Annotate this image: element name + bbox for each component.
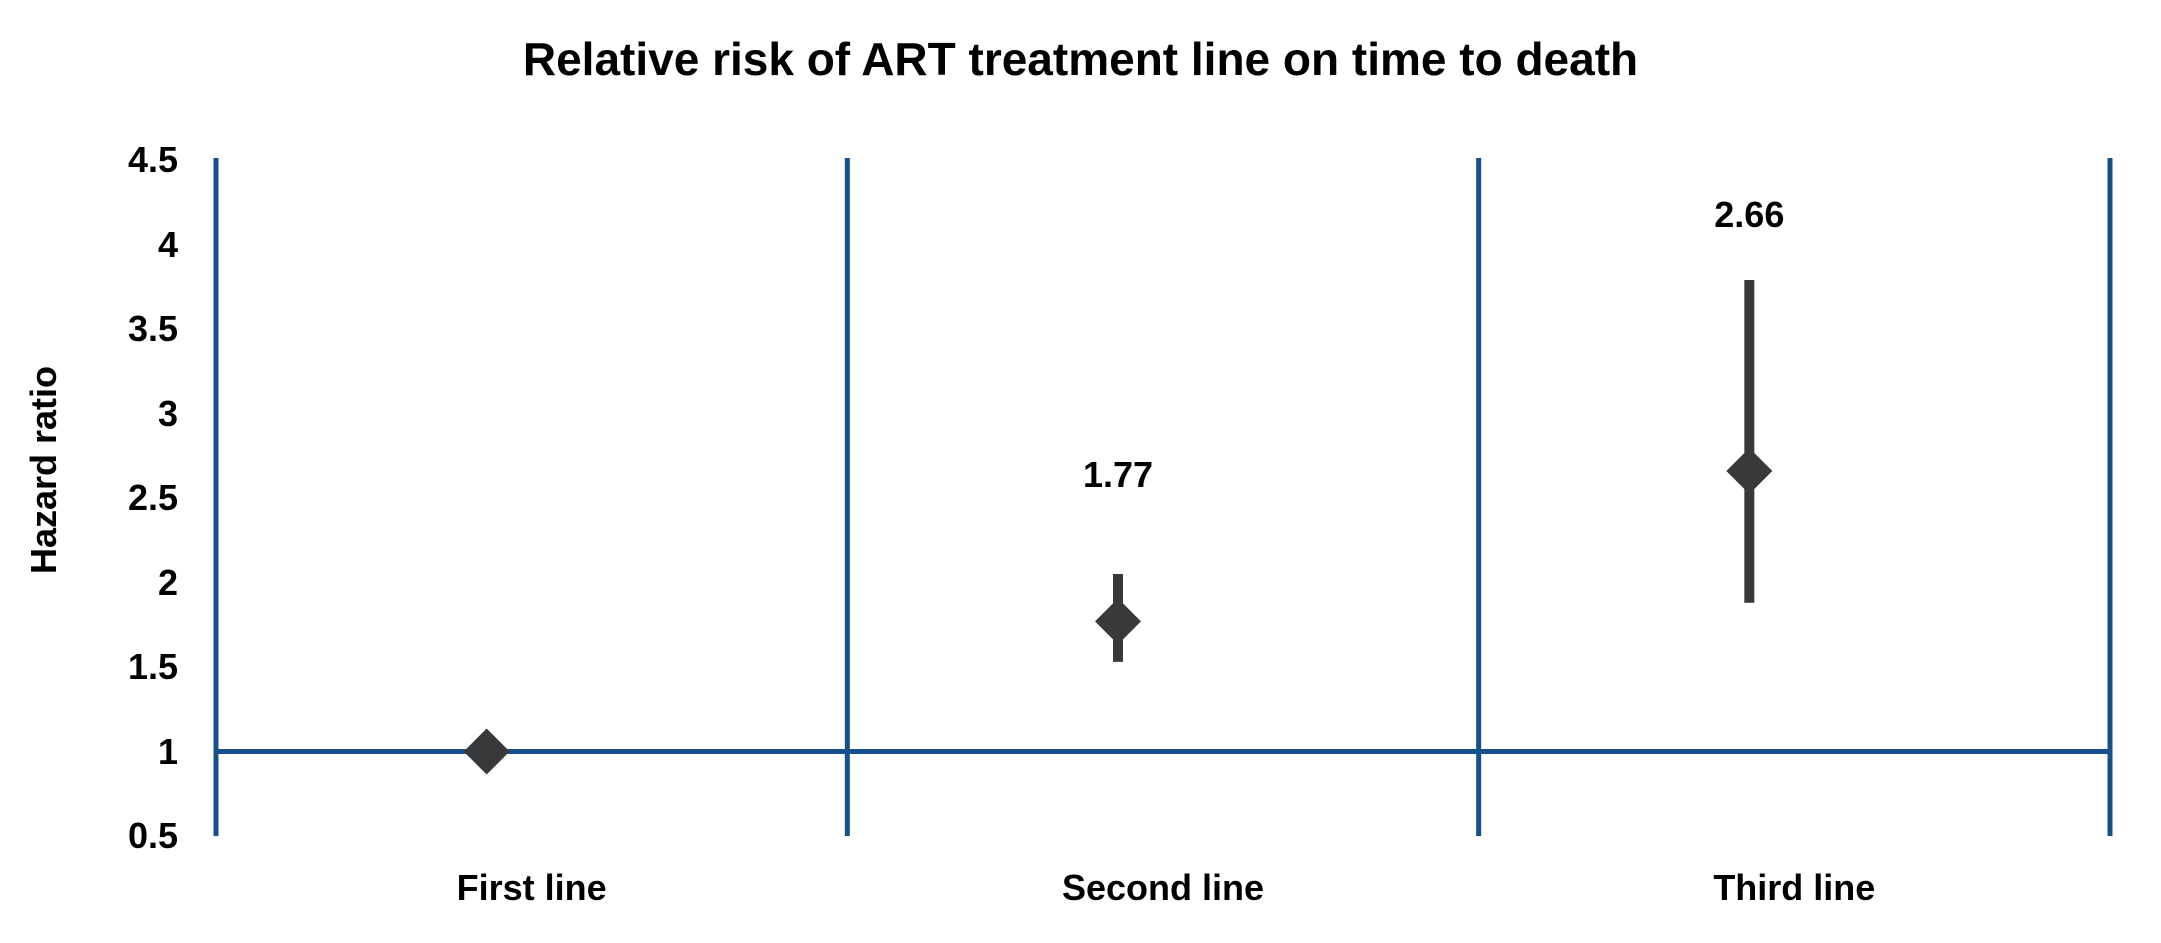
y-tick-label: 2 [157, 561, 178, 603]
category-label: First line [456, 867, 607, 908]
y-tick-label: 2.5 [127, 477, 178, 518]
y-tick-label: 1.5 [127, 646, 178, 687]
data-label: 1.77 [1082, 454, 1154, 495]
hr-marker-diamond [1095, 598, 1141, 645]
data-label: 2.66 [1714, 194, 1785, 235]
category-label: Third line [1713, 867, 1876, 908]
y-tick-label: 3.5 [127, 308, 178, 349]
category-label: Second line [1061, 867, 1265, 908]
chart-title: Relative risk of ART treatment line on t… [522, 33, 1639, 85]
y-tick-label: 4.5 [127, 139, 178, 180]
hr-marker-diamond [1726, 447, 1773, 494]
y-tick-label: 3 [157, 392, 178, 434]
hr-marker-diamond [463, 728, 510, 775]
y-tick-label: 4 [157, 223, 178, 265]
y-tick-label: 0.5 [127, 815, 178, 856]
y-tick-label: 1 [157, 730, 178, 772]
